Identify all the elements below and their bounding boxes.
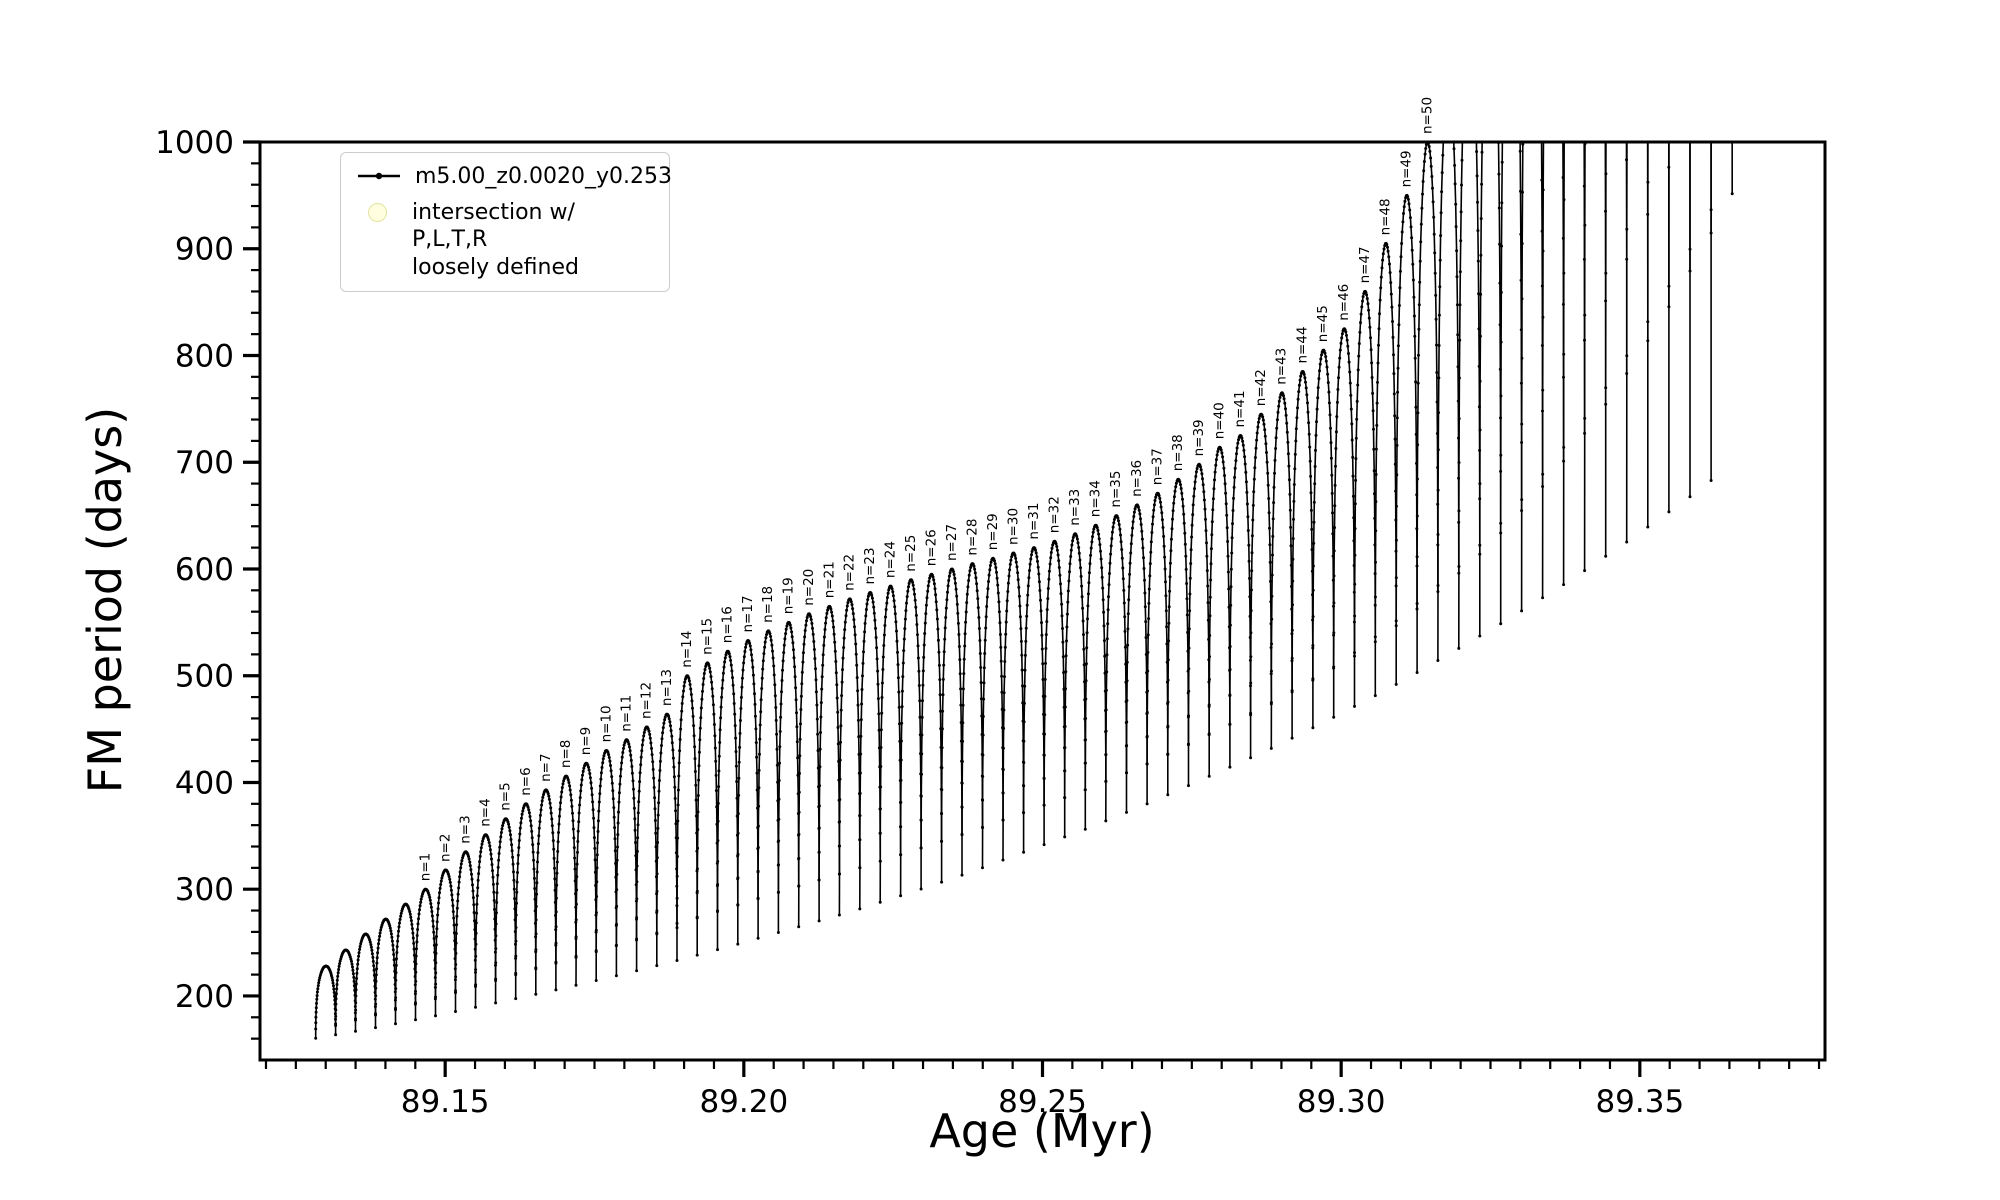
- arch-label: n=12: [639, 682, 655, 719]
- arch-label: n=4: [478, 798, 494, 826]
- arch-label: n=43: [1274, 348, 1290, 385]
- arch-label: n=29: [985, 513, 1001, 550]
- arch-label: n=2: [438, 834, 454, 862]
- y-tick-label: 900: [175, 232, 234, 268]
- arch-label: n=45: [1315, 305, 1331, 342]
- line-marker-icon: [358, 172, 400, 180]
- arch-label: n=28: [964, 519, 980, 556]
- arch-label: n=17: [740, 595, 756, 632]
- legend: m5.00_z0.0020_y0.253 intersection w/ P,L…: [340, 152, 672, 292]
- legend-series-label: m5.00_z0.0020_y0.253: [415, 164, 672, 189]
- arch-label: n=50: [1420, 97, 1436, 134]
- arch-label: n=31: [1026, 503, 1042, 540]
- arch-label: n=6: [518, 767, 534, 795]
- arch-label: n=40: [1212, 402, 1228, 439]
- y-tick-label: 300: [175, 872, 234, 908]
- tick-labels: 89.15 89.20 89.25 89.30 89.35 200 300 400 500 600…: [155, 125, 1684, 1120]
- arch-label: n=44: [1295, 326, 1311, 363]
- arch-label: n=23: [862, 547, 878, 584]
- arch-label: n=41: [1232, 390, 1248, 427]
- x-tick-label: 89.15: [401, 1084, 490, 1120]
- legend-intersection-line2: loosely defined: [412, 254, 579, 280]
- legend-entry-series: m5.00_z0.0020_y0.253: [355, 163, 672, 191]
- arch-label: n=18: [760, 586, 776, 623]
- arch-label: n=32: [1046, 496, 1062, 533]
- x-tick-label: 89.35: [1595, 1084, 1684, 1120]
- arch-label: n=10: [598, 705, 614, 742]
- y-axis-label: FM period (days): [78, 406, 132, 794]
- legend-intersection-label: intersection w/ P,L,T,R loosely defined: [412, 199, 655, 282]
- legend-intersection-line1: intersection w/ P,L,T,R: [412, 199, 575, 253]
- arch-label: n=48: [1378, 198, 1394, 235]
- y-tick-label: 1000: [155, 125, 234, 161]
- arch-label: n=14: [679, 631, 695, 668]
- arch-label: n=42: [1253, 369, 1269, 406]
- arch-label: n=36: [1129, 460, 1145, 497]
- arch-label: n=26: [923, 529, 939, 566]
- arch-label: n=7: [538, 753, 554, 781]
- x-tick-label: 89.25: [998, 1084, 1087, 1120]
- arch-label: n=34: [1088, 480, 1104, 517]
- arch-label: n=24: [882, 541, 898, 578]
- arch-label: n=1: [418, 853, 434, 881]
- arch-label: n=25: [903, 535, 919, 572]
- arch-label: n=19: [781, 577, 797, 614]
- arch-label: n=33: [1067, 489, 1083, 526]
- x-tick-label: 89.20: [699, 1084, 788, 1120]
- series-curves: [314, 142, 1734, 1040]
- legend-entry-intersection: intersection w/ P,L,T,R loosely defined: [355, 199, 655, 282]
- y-tick-label: 500: [175, 659, 234, 695]
- arch-label: n=39: [1191, 419, 1207, 456]
- x-axis-label: Age (Myr): [929, 1104, 1155, 1158]
- arch-label: n=47: [1357, 246, 1373, 283]
- arch-label: n=3: [458, 815, 474, 843]
- arch-label: n=22: [842, 554, 858, 591]
- y-tick-label: 200: [175, 979, 234, 1015]
- y-tick-label: 800: [175, 338, 234, 374]
- y-tick-label: 700: [175, 445, 234, 481]
- y-tick-label: 400: [175, 765, 234, 801]
- axes-spines: [258, 140, 1827, 1062]
- arch-label: n=46: [1336, 284, 1352, 321]
- arch-label: n=13: [659, 669, 675, 706]
- x-tick-label: 89.30: [1297, 1084, 1386, 1120]
- arch-label: n=35: [1108, 471, 1124, 508]
- arch-label: n=11: [619, 695, 635, 732]
- arch-label: n=9: [578, 727, 594, 755]
- arch-labels: n=1n=2n=3n=4n=5n=6 n=7 n=8 n=9 n=10 n=11 n=12 n…: [418, 97, 1436, 881]
- arch-label: n=15: [699, 618, 715, 655]
- y-tick-label: 600: [175, 552, 234, 588]
- arch-label: n=49: [1399, 150, 1415, 187]
- intersection-marker-icon: [368, 202, 387, 222]
- arch-label: n=38: [1170, 434, 1186, 471]
- arch-label: n=16: [720, 606, 736, 643]
- arch-label: n=20: [801, 569, 817, 606]
- arch-label: n=21: [821, 561, 837, 598]
- arch-label: n=27: [944, 524, 960, 561]
- arch-label: n=37: [1149, 448, 1165, 485]
- arch-label: n=30: [1005, 508, 1021, 545]
- arch-label: n=8: [558, 740, 574, 768]
- arch-label: n=5: [498, 782, 514, 810]
